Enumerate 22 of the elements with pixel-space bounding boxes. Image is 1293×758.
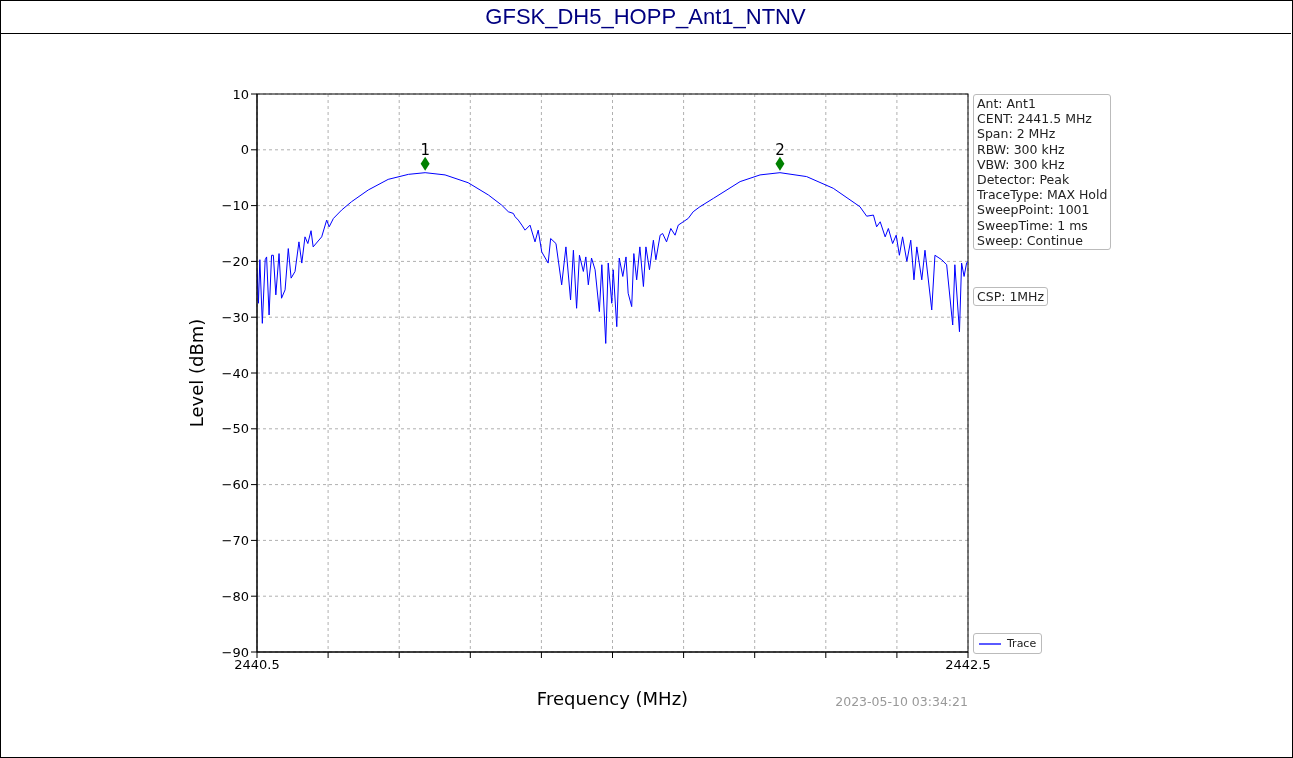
y-tick-label: −40: [221, 365, 249, 381]
y-tick-label: −70: [221, 533, 249, 549]
y-tick-label: −90: [221, 644, 249, 660]
annotation: 2: [775, 140, 785, 159]
y-tick-label: −60: [221, 477, 249, 493]
x-tick-label: 2440.5: [234, 657, 280, 673]
chart-title: GFSK_DH5_HOPP_Ant1_NTNV: [0, 0, 1291, 34]
annotation: 1: [420, 140, 430, 159]
y-tick-label: 0: [240, 142, 249, 158]
y-tick-label: 10: [232, 86, 249, 102]
y-tick-label: −20: [221, 254, 249, 270]
y-tick-label: −50: [221, 421, 249, 437]
y-tick-label: −30: [221, 309, 249, 325]
legend-label: Trace: [1007, 636, 1037, 651]
x-axis-title: Frequency (MHz): [536, 688, 689, 709]
x-tick-label: 2442.5: [945, 657, 991, 673]
y-tick-label: −80: [221, 588, 249, 604]
text: CSP: 1MHz: [973, 287, 1049, 307]
y-tick-label: −10: [221, 198, 249, 214]
text: Ant: Ant1 CENT: 2441.5 MHz Span: 2 MHz RBW: 300 kHz VBW: 300 kHz Detector: Peak TraceType: MAX Hold SweepPoint: 1001 SweepTime: 1 ms Sweep: Continue: [977, 96, 1108, 248]
text: 2023-05-10 03:34:21: [835, 694, 968, 709]
y-axis-title: Level (dBm): [185, 318, 207, 428]
